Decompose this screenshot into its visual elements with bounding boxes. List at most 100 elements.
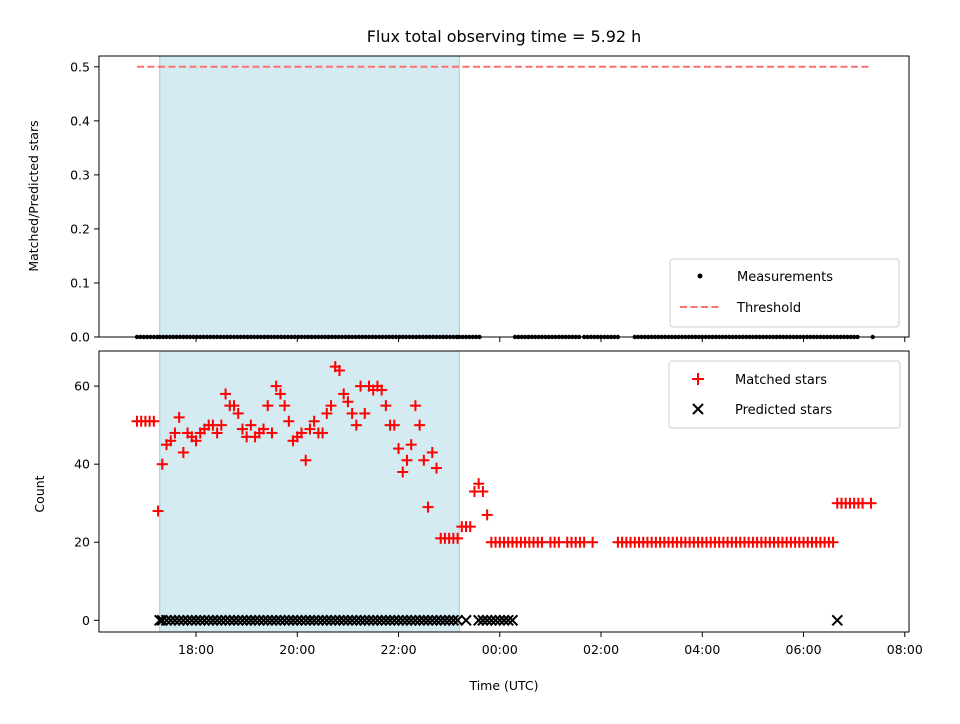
predicted-star-point (346, 614, 358, 626)
predicted-star-point (472, 614, 485, 626)
bottom-y-ticks: 0 20 40 60 (74, 379, 99, 628)
matched-star-point (409, 400, 421, 412)
top-y-axis-label: Matched/Predicted stars (26, 120, 41, 271)
matched-star-point (464, 521, 476, 533)
matched-star-point (431, 462, 442, 474)
matched-star-point (228, 400, 240, 412)
matched-star-point (388, 419, 400, 431)
matched-star-point (274, 388, 286, 400)
predicted-star-point (181, 614, 194, 626)
predicted-star-point (287, 614, 299, 626)
predicted-star-point (156, 614, 168, 626)
x-tick-label: 22:00 (381, 642, 417, 657)
matched-star-point (325, 400, 337, 412)
matched-star-point (304, 423, 316, 435)
y-tick-label: 0.4 (70, 113, 90, 128)
predicted-star-point (354, 614, 367, 626)
predicted-star-point (435, 614, 447, 626)
matched-star-point (418, 454, 430, 466)
matched-star-point (173, 411, 185, 423)
legend-threshold-label: Threshold (736, 301, 801, 316)
predicted-star-point (460, 614, 472, 626)
predicted-star-point (316, 614, 329, 626)
predicted-star-point (177, 614, 190, 626)
matched-star-point (481, 509, 493, 521)
predicted-star-point (207, 614, 219, 626)
predicted-star-point (337, 614, 350, 626)
predicted-star-point (388, 614, 401, 626)
predicted-star-point (392, 614, 405, 626)
legend-measurements-marker (697, 273, 703, 279)
x-tick-label: 06:00 (786, 642, 822, 657)
x-tick-label: 04:00 (684, 642, 720, 657)
predicted-star-point (325, 614, 337, 626)
predicted-star-point (401, 614, 413, 626)
matched-star-point (477, 486, 489, 497)
matched-star-point (232, 407, 244, 419)
matched-star-point (308, 415, 320, 427)
matched-star-point (346, 407, 358, 419)
matched-star-point (262, 400, 274, 412)
predicted-star-point (430, 614, 443, 626)
predicted-star-point (215, 614, 228, 626)
matched-star-point (473, 478, 485, 490)
matched-star-point (245, 419, 257, 431)
predicted-star-point (375, 614, 388, 626)
top-y-ticks: 0.0 0.1 0.2 0.3 0.4 0.5 (70, 59, 99, 345)
y-tick-label: 20 (74, 535, 90, 550)
matched-star-point (220, 388, 232, 400)
predicted-star-point (831, 614, 843, 626)
y-tick-label: 0.1 (70, 275, 90, 290)
predicted-star-point (228, 614, 240, 626)
legend-measurements-label: Measurements (737, 270, 833, 285)
predicted-star-point (240, 614, 253, 626)
predicted-star-point (173, 614, 185, 626)
matched-star-point (279, 400, 291, 412)
predicted-star-point (371, 614, 384, 626)
matched-star-point (401, 454, 413, 466)
matched-star-point (865, 497, 877, 509)
predicted-star-point (266, 614, 278, 626)
predicted-stars-points (154, 614, 843, 626)
predicted-star-point (426, 614, 438, 626)
matched-star-point (177, 446, 189, 458)
bottom-panel: 0 20 40 60 18:00 20:00 22:00 00:00 02:00 04:00 06… (32, 350, 923, 693)
matched-star-point (270, 380, 282, 392)
predicted-star-point (409, 614, 422, 626)
predicted-star-point (165, 614, 177, 626)
matched-star-point (321, 407, 333, 419)
y-tick-label: 0.3 (70, 167, 90, 182)
predicted-star-point (485, 614, 498, 626)
matched-star-point (376, 384, 388, 396)
matched-star-point (236, 423, 248, 435)
predicted-star-point (169, 614, 181, 626)
predicted-star-point (291, 614, 303, 626)
y-tick-label: 60 (74, 379, 90, 394)
y-tick-label: 0.5 (70, 59, 90, 74)
matched-star-point (338, 388, 350, 400)
predicted-star-point (308, 614, 320, 626)
predicted-star-point (253, 614, 266, 626)
predicted-star-point (232, 614, 244, 626)
predicted-star-point (198, 614, 211, 626)
predicted-star-point (359, 614, 371, 626)
x-tick-label: 18:00 (178, 642, 214, 657)
predicted-star-point (270, 614, 282, 626)
predicted-star-point (489, 614, 502, 626)
predicted-star-point (397, 614, 409, 626)
predicted-star-point (283, 614, 295, 626)
predicted-star-point (329, 614, 341, 626)
matched-star-point (827, 536, 839, 548)
predicted-star-point (413, 614, 426, 626)
predicted-star-point (506, 614, 519, 626)
x-tick-label: 20:00 (279, 642, 315, 657)
matched-star-point (215, 419, 227, 431)
predicted-star-point (363, 614, 375, 626)
predicted-star-point (494, 614, 506, 626)
x-tick-label: 00:00 (482, 642, 518, 657)
predicted-star-point (384, 614, 396, 626)
predicted-star-point (312, 614, 325, 626)
top-panel: 0.0 0.1 0.2 0.3 0.4 0.5 Matched/Predicted sta… (26, 55, 910, 345)
top-x-ticks (195, 337, 906, 342)
